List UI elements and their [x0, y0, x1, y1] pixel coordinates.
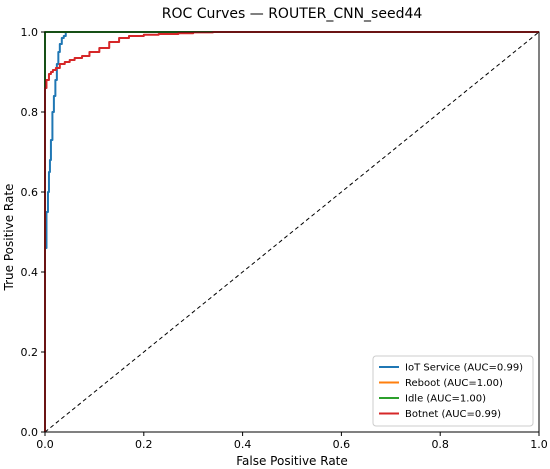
- diagonal-reference-line: [44, 31, 540, 433]
- legend: IoT Service (AUC=0.99) Reboot (AUC=1.00) I…: [372, 355, 534, 427]
- y-axis-label: True Positive Rate: [2, 184, 16, 292]
- x-tick-label: 0.0: [36, 438, 54, 451]
- x-tick-label: 0.4: [234, 438, 252, 451]
- x-tick-label: 0.2: [135, 438, 153, 451]
- y-axis: 0.0 0.2 0.4 0.6 0.8 1.0: [21, 26, 45, 439]
- legend-entry-label: IoT Service (AUC=0.99): [405, 363, 523, 374]
- y-tick-label: 0.2: [21, 346, 39, 359]
- y-tick-label: 0.4: [21, 266, 39, 279]
- chart-title: ROC Curves — ROUTER_CNN_seed44: [162, 6, 423, 22]
- series-line-0: [44, 31, 539, 432]
- legend-entry-label: Reboot (AUC=1.00): [405, 378, 503, 389]
- legend-entry-label: Botnet (AUC=0.99): [405, 409, 501, 420]
- y-tick-label: 1.0: [21, 26, 39, 39]
- series-line-3: [44, 31, 539, 432]
- x-tick-label: 0.6: [333, 438, 351, 451]
- y-tick-label: 0.6: [21, 186, 39, 199]
- y-tick-label: 0.8: [21, 106, 39, 119]
- x-axis: 0.0 0.2 0.4 0.6 0.8 1.0: [36, 432, 548, 451]
- x-tick-label: 1.0: [530, 438, 548, 451]
- plot-frame: [44, 31, 540, 433]
- x-tick-label: 0.8: [431, 438, 449, 451]
- x-axis-label: False Positive Rate: [236, 454, 348, 468]
- legend-box: [372, 355, 534, 427]
- y-tick-label: 0.0: [21, 426, 39, 439]
- legend-entry-label: Idle (AUC=1.00): [405, 394, 486, 405]
